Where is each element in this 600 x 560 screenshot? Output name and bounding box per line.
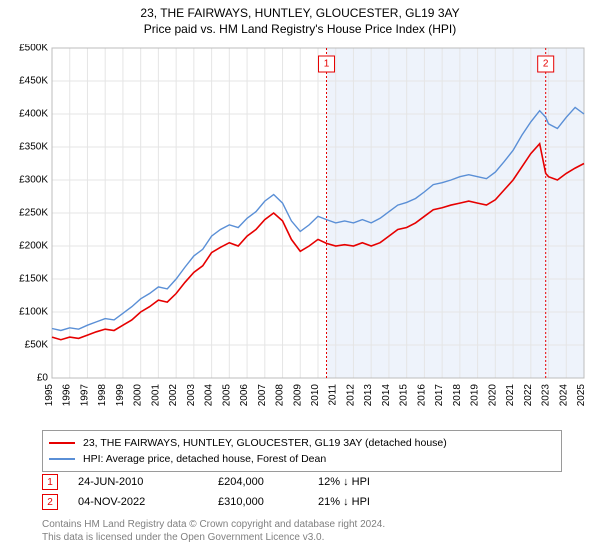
svg-text:2017: 2017 — [434, 384, 445, 407]
chart-titles: 23, THE FAIRWAYS, HUNTLEY, GLOUCESTER, G… — [0, 0, 600, 36]
svg-text:£400K: £400K — [19, 109, 48, 120]
svg-text:2013: 2013 — [363, 384, 374, 407]
svg-text:£250K: £250K — [19, 208, 48, 219]
svg-text:2018: 2018 — [452, 384, 463, 407]
svg-text:£350K: £350K — [19, 142, 48, 153]
svg-text:2002: 2002 — [168, 384, 179, 407]
sales-table: 1 24-JUN-2010 £204,000 12% ↓ HPI 2 04-NO… — [42, 472, 562, 512]
svg-text:2012: 2012 — [345, 384, 356, 407]
svg-text:2000: 2000 — [133, 384, 144, 407]
svg-text:2019: 2019 — [470, 384, 481, 407]
svg-text:£0: £0 — [37, 373, 49, 384]
svg-text:2022: 2022 — [523, 384, 534, 407]
svg-text:£300K: £300K — [19, 175, 48, 186]
svg-text:£500K: £500K — [19, 44, 48, 54]
svg-text:1995: 1995 — [44, 384, 55, 407]
legend-label-property: 23, THE FAIRWAYS, HUNTLEY, GLOUCESTER, G… — [83, 437, 447, 449]
svg-text:2: 2 — [543, 59, 549, 70]
footer-line-1: Contains HM Land Registry data © Crown c… — [42, 518, 562, 531]
legend-label-hpi: HPI: Average price, detached house, Fore… — [83, 453, 326, 465]
sale-date-1: 24-JUN-2010 — [78, 476, 218, 488]
sale-marker-1: 1 — [42, 474, 58, 490]
sale-marker-2: 2 — [42, 494, 58, 510]
svg-text:2008: 2008 — [275, 384, 286, 407]
svg-text:2006: 2006 — [239, 384, 250, 407]
legend-swatch-property — [49, 442, 75, 444]
svg-text:2024: 2024 — [558, 384, 569, 407]
svg-text:2021: 2021 — [505, 384, 516, 407]
svg-text:2010: 2010 — [310, 384, 321, 407]
svg-text:2025: 2025 — [576, 384, 587, 407]
footer-line-2: This data is licensed under the Open Gov… — [42, 531, 562, 544]
sale-price-1: £204,000 — [218, 476, 318, 488]
svg-text:£50K: £50K — [25, 340, 49, 351]
legend-swatch-hpi — [49, 458, 75, 460]
svg-text:2001: 2001 — [150, 384, 161, 407]
svg-text:2016: 2016 — [416, 384, 427, 407]
svg-text:£100K: £100K — [19, 307, 48, 318]
svg-text:2005: 2005 — [221, 384, 232, 407]
legend-row-hpi: HPI: Average price, detached house, Fore… — [49, 451, 555, 467]
svg-text:£450K: £450K — [19, 76, 48, 87]
svg-text:2004: 2004 — [204, 384, 215, 407]
svg-text:2009: 2009 — [292, 384, 303, 407]
svg-text:1998: 1998 — [97, 384, 108, 407]
legend: 23, THE FAIRWAYS, HUNTLEY, GLOUCESTER, G… — [42, 430, 562, 472]
svg-text:2014: 2014 — [381, 384, 392, 407]
chart-title: 23, THE FAIRWAYS, HUNTLEY, GLOUCESTER, G… — [0, 6, 600, 20]
svg-text:2015: 2015 — [399, 384, 410, 407]
svg-text:1996: 1996 — [62, 384, 73, 407]
footer: Contains HM Land Registry data © Crown c… — [42, 518, 562, 544]
sale-date-2: 04-NOV-2022 — [78, 496, 218, 508]
svg-text:1999: 1999 — [115, 384, 126, 407]
svg-text:2023: 2023 — [541, 384, 552, 407]
svg-text:£150K: £150K — [19, 274, 48, 285]
sale-row-1: 1 24-JUN-2010 £204,000 12% ↓ HPI — [42, 472, 562, 492]
sale-row-2: 2 04-NOV-2022 £310,000 21% ↓ HPI — [42, 492, 562, 512]
sale-price-2: £310,000 — [218, 496, 318, 508]
sale-delta-1: 12% ↓ HPI — [318, 476, 438, 488]
chart-subtitle: Price paid vs. HM Land Registry's House … — [0, 22, 600, 36]
svg-text:2011: 2011 — [328, 384, 339, 406]
svg-text:2007: 2007 — [257, 384, 268, 407]
svg-text:2003: 2003 — [186, 384, 197, 407]
svg-text:£200K: £200K — [19, 241, 48, 252]
svg-text:1997: 1997 — [79, 384, 90, 407]
price-chart-svg: £0 £50K £100K £150K £200K £250K £300K £350K £400… — [10, 44, 590, 424]
sale-delta-2: 21% ↓ HPI — [318, 496, 438, 508]
svg-text:2020: 2020 — [487, 384, 498, 407]
svg-text:1: 1 — [324, 59, 330, 70]
chart-area: £0 £50K £100K £150K £200K £250K £300K £350K £400… — [10, 44, 590, 424]
legend-row-property: 23, THE FAIRWAYS, HUNTLEY, GLOUCESTER, G… — [49, 435, 555, 451]
